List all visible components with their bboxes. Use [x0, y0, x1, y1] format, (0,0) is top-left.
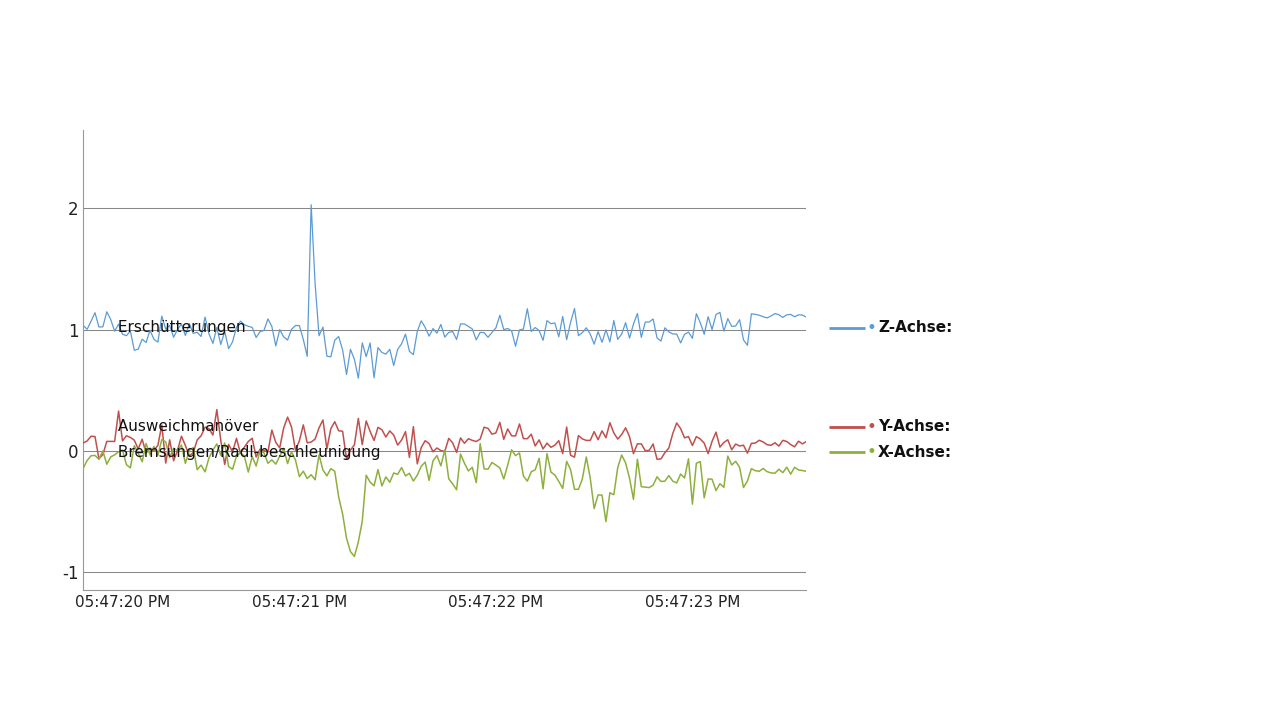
Text: Bremsungen/Radl-beschleunigung: Bremsungen/Radl-beschleunigung [113, 445, 380, 459]
Text: Erschütterungen: Erschütterungen [113, 320, 246, 335]
Text: •: • [867, 318, 877, 336]
Text: - Achsen-Übersicht: - Achsen-Übersicht [147, 21, 607, 66]
Text: Erhobene Daten: Erhobene Daten [23, 687, 161, 701]
Text: •: • [867, 418, 877, 436]
Text: X-Achse:: X-Achse: [878, 445, 952, 459]
Text: •: • [867, 444, 877, 462]
Text: Y-Achse:: Y-Achse: [878, 420, 951, 434]
Text: | IMU - Achsen-Übersicht: | IMU - Achsen-Übersicht [146, 685, 339, 703]
Text: Ausweichmanöver: Ausweichmanöver [113, 420, 259, 434]
Text: IMU: IMU [51, 19, 160, 67]
Text: Z-Achse:: Z-Achse: [878, 320, 952, 335]
